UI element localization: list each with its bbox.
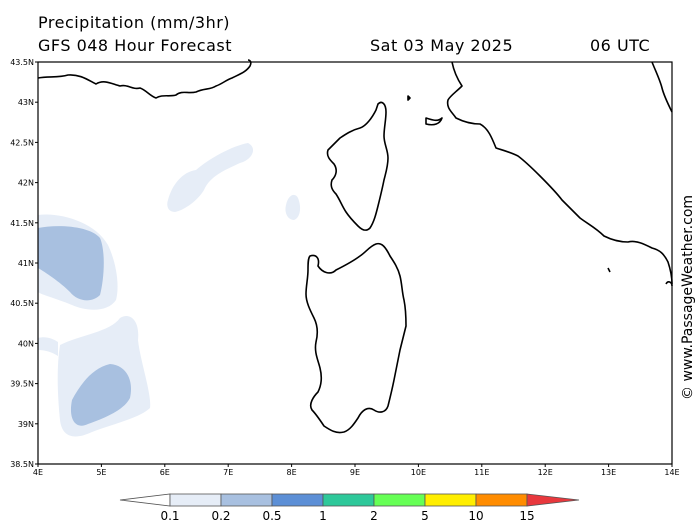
lat-label: 39N [18,420,34,429]
lat-label: 43.5N [10,58,34,67]
legend-arrow-high [526,493,580,507]
credit-text: © www.PassageWeather.com [680,195,696,400]
lon-label: 14E [664,468,679,477]
lon-label: 6E [160,468,170,477]
legend-value: 5 [421,509,429,523]
coastline-africa-tip [665,281,673,287]
credit-label: © www.PassageWeather.com [680,195,696,400]
lat-label: 40.5N [10,299,34,308]
legend-swatch [424,493,477,507]
coastline-elba [425,117,443,126]
legend-value: 15 [519,509,535,523]
lat-label: 38.5N [10,460,34,469]
lon-label: 4E [33,468,43,477]
lon-label: 5E [96,468,106,477]
lat-label: 41.5N [10,219,34,228]
precip-area-southwest-strip [38,337,58,356]
coastline-france-north [37,59,252,99]
legend-swatch [475,493,528,507]
lat-label: 39.5N [10,380,34,389]
legend-value: 0.2 [211,509,231,523]
legend-arrow-low [119,493,171,507]
lon-label: 9E [350,468,360,477]
coastline-sardinia [305,242,407,434]
legend-swatch [169,493,222,507]
legend-swatch [322,493,375,507]
coastlines [37,59,673,434]
legend-swatch [220,493,273,507]
lon-label: 12E [538,468,553,477]
coastline-islet [607,267,611,273]
map-title: Precipitation (mm/3hr) [38,13,231,32]
precipitation-areas [38,143,301,437]
coastline-italy-east [651,61,673,113]
legend-swatch [373,493,426,507]
lon-label: 8E [287,468,297,477]
longitude-axis: 4E 5E 6E 7E 8E 9E 10E 11E 12E 13E 14E [33,464,680,477]
legend-value: 1 [319,509,327,523]
lat-label: 42N [18,179,34,188]
legend-value: 0.1 [160,509,180,523]
legend-value: 0.5 [262,509,282,523]
precip-area-southwest-core [70,364,132,426]
lat-label: 41N [18,259,34,268]
precip-area-west-north-core [38,226,104,301]
forecast-date: Sat 03 May 2025 [370,36,514,55]
precip-area-central-band [167,143,254,212]
lat-label: 43N [18,98,34,107]
model-subtitle: GFS 048 Hour Forecast [38,36,233,55]
lon-label: 11E [474,468,489,477]
legend-value: 10 [468,509,484,523]
precipitation-legend [119,493,580,507]
lat-label: 40N [18,339,34,348]
coastline-capraia [407,95,411,101]
lat-label: 42.5N [10,138,34,147]
lon-label: 13E [601,468,616,477]
forecast-time: 06 UTC [590,36,651,55]
legend-value: 2 [370,509,378,523]
legend-swatch [271,493,324,507]
lon-label: 7E [223,468,233,477]
coastline-italy-north [446,61,673,285]
precip-area-corsica-west [285,194,301,220]
latitude-axis: 43.5N 43N 42.5N 42N 41.5N 41N 40.5N 40N 39.5N 39N… [10,58,38,469]
lon-label: 10E [411,468,426,477]
coastline-corsica [326,101,389,231]
